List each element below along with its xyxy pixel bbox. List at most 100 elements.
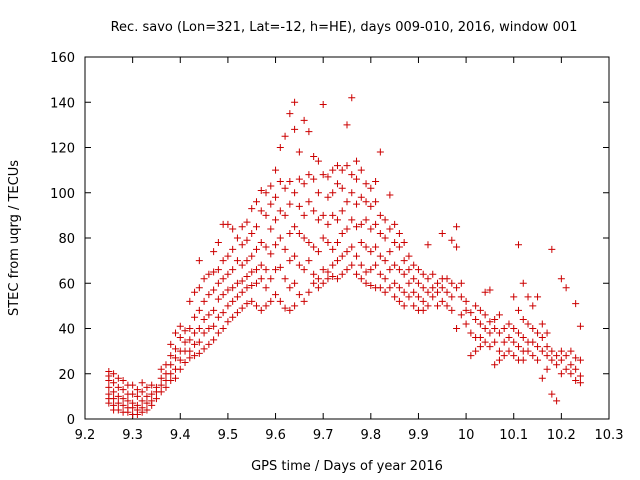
data-point	[324, 193, 332, 201]
data-point	[514, 306, 522, 314]
data-point	[462, 297, 470, 305]
data-point	[195, 257, 203, 265]
data-point	[281, 211, 289, 219]
data-point	[448, 236, 456, 244]
y-tick-label: 40	[58, 323, 75, 338]
data-point	[548, 245, 556, 253]
data-point	[248, 229, 256, 237]
data-point	[167, 370, 175, 378]
data-point	[481, 311, 489, 319]
data-point	[448, 306, 456, 314]
data-point	[329, 189, 337, 197]
data-point	[329, 245, 337, 253]
data-point	[143, 392, 151, 400]
data-point	[252, 266, 260, 274]
data-point	[476, 320, 484, 328]
data-point	[381, 234, 389, 242]
data-point	[495, 329, 503, 337]
data-point	[472, 347, 480, 355]
data-point	[305, 128, 313, 136]
data-point	[519, 334, 527, 342]
data-point	[357, 239, 365, 247]
data-point	[281, 184, 289, 192]
data-point	[367, 282, 375, 290]
data-point	[481, 288, 489, 296]
data-point	[562, 352, 570, 360]
data-point	[110, 379, 118, 387]
data-point	[576, 356, 584, 364]
data-point	[457, 293, 465, 301]
x-tick-label: 10	[458, 428, 475, 443]
data-point	[233, 309, 241, 317]
data-point	[329, 261, 337, 269]
data-point	[224, 220, 232, 228]
data-point	[286, 306, 294, 314]
data-point	[114, 406, 122, 414]
data-point	[214, 295, 222, 303]
data-point	[557, 370, 565, 378]
data-point	[291, 189, 299, 197]
data-point	[229, 284, 237, 292]
data-point	[538, 347, 546, 355]
data-point	[495, 311, 503, 319]
y-tick-label: 60	[58, 277, 75, 292]
data-point	[314, 189, 322, 197]
data-point	[276, 234, 284, 242]
data-point	[129, 381, 137, 389]
data-point	[133, 410, 141, 418]
data-point	[172, 354, 180, 362]
data-point	[324, 239, 332, 247]
data-point	[138, 397, 146, 405]
data-point	[224, 318, 232, 326]
data-point	[295, 261, 303, 269]
data-point	[181, 327, 189, 335]
data-point	[333, 162, 341, 170]
data-point	[343, 225, 351, 233]
data-point	[143, 383, 151, 391]
data-point	[357, 193, 365, 201]
data-point	[557, 347, 565, 355]
data-point	[472, 315, 480, 323]
data-point	[529, 325, 537, 332]
data-point	[367, 266, 375, 274]
data-point	[510, 352, 518, 360]
data-point	[457, 279, 465, 287]
data-point	[276, 263, 284, 271]
data-point	[524, 347, 532, 355]
data-point	[233, 257, 241, 265]
data-point	[233, 293, 241, 301]
data-point	[238, 304, 246, 312]
data-point	[372, 243, 380, 251]
data-point	[214, 279, 222, 287]
data-point	[319, 279, 327, 287]
data-point	[186, 297, 194, 305]
data-point	[248, 282, 256, 290]
data-point	[262, 302, 270, 310]
data-point	[453, 284, 461, 292]
data-point	[372, 177, 380, 185]
data-point	[381, 275, 389, 283]
data-point	[148, 390, 156, 398]
data-point	[300, 211, 308, 219]
data-point	[381, 216, 389, 224]
data-point	[472, 302, 480, 310]
data-point	[291, 279, 299, 287]
data-point	[534, 356, 542, 364]
data-point	[538, 374, 546, 382]
data-point	[553, 397, 561, 405]
data-point	[362, 268, 370, 276]
data-point	[210, 322, 218, 330]
data-point	[176, 322, 184, 330]
data-point	[395, 229, 403, 237]
data-point	[114, 383, 122, 391]
data-point	[486, 343, 494, 351]
data-point	[138, 388, 146, 396]
data-point	[353, 175, 361, 183]
data-point	[319, 266, 327, 274]
data-point	[129, 390, 137, 398]
data-point	[300, 180, 308, 188]
data-point	[286, 177, 294, 185]
data-point	[448, 293, 456, 301]
x-tick-label: 9.6	[265, 428, 286, 443]
data-point	[391, 279, 399, 287]
